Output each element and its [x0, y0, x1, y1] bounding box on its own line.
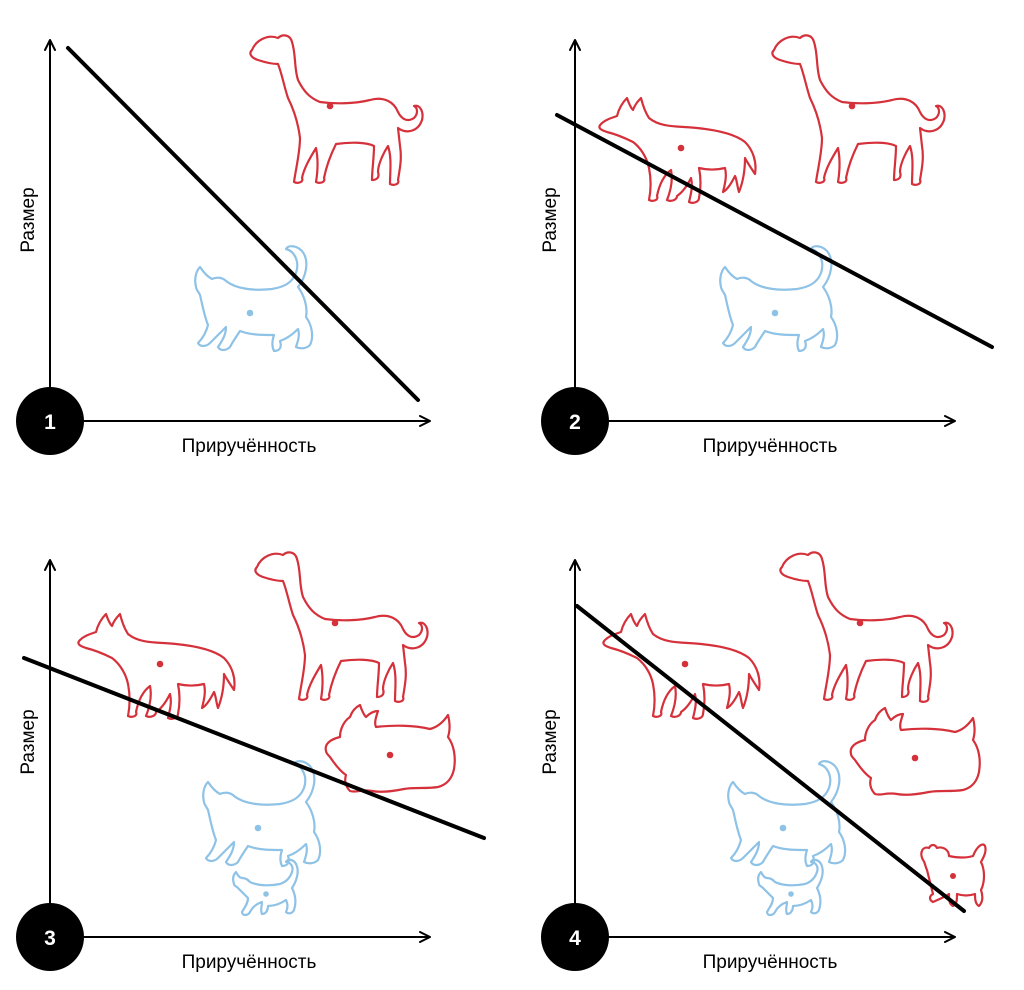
y-axis-label: Размер [540, 187, 561, 252]
decision-boundary [575, 604, 966, 913]
panel-number-badge [541, 387, 609, 455]
chihuahua-icon [920, 843, 987, 908]
panel-2: Размер Приручённость 2 [540, 34, 994, 457]
cat-icon [202, 760, 322, 868]
panel-1: Размер Приручённость 1 [16, 34, 431, 457]
panel-number-badge [16, 903, 84, 971]
y-axis-label: Размер [18, 709, 39, 774]
greyhound-icon [249, 34, 424, 186]
x-axis-label: Приручённость [182, 436, 317, 457]
greyhound-icon [779, 551, 954, 703]
scottish-terrier-icon [849, 706, 981, 796]
y-axis-label: Размер [18, 187, 39, 252]
panel-4: Размер Приручённость 4 [540, 551, 987, 973]
panel-number: 2 [569, 411, 581, 434]
y-axis-label: Размер [540, 709, 561, 774]
decision-boundary [22, 656, 486, 840]
kitten-icon [232, 858, 299, 917]
panel-3: Размер Приручённость 3 [16, 551, 486, 973]
cat-icon [719, 245, 839, 353]
greyhound-icon [771, 34, 946, 186]
greyhound-icon [254, 551, 429, 703]
panel-number: 4 [569, 927, 581, 950]
x-axis-label: Приручённость [703, 436, 838, 457]
panel-number: 3 [44, 927, 56, 950]
panel-number-badge [541, 903, 609, 971]
x-axis-label: Приручённость [182, 952, 317, 973]
wolf-icon [77, 612, 236, 720]
decision-boundary [66, 46, 420, 402]
panel-number: 1 [44, 411, 56, 434]
scottish-terrier-icon [324, 703, 456, 793]
panel-number-badge [16, 387, 84, 455]
kitten-icon [757, 858, 824, 917]
cat-icon [727, 760, 847, 868]
wolf-icon [602, 612, 761, 720]
cat-icon [194, 245, 314, 353]
decision-boundary [555, 113, 994, 349]
x-axis-label: Приручённость [703, 952, 838, 973]
